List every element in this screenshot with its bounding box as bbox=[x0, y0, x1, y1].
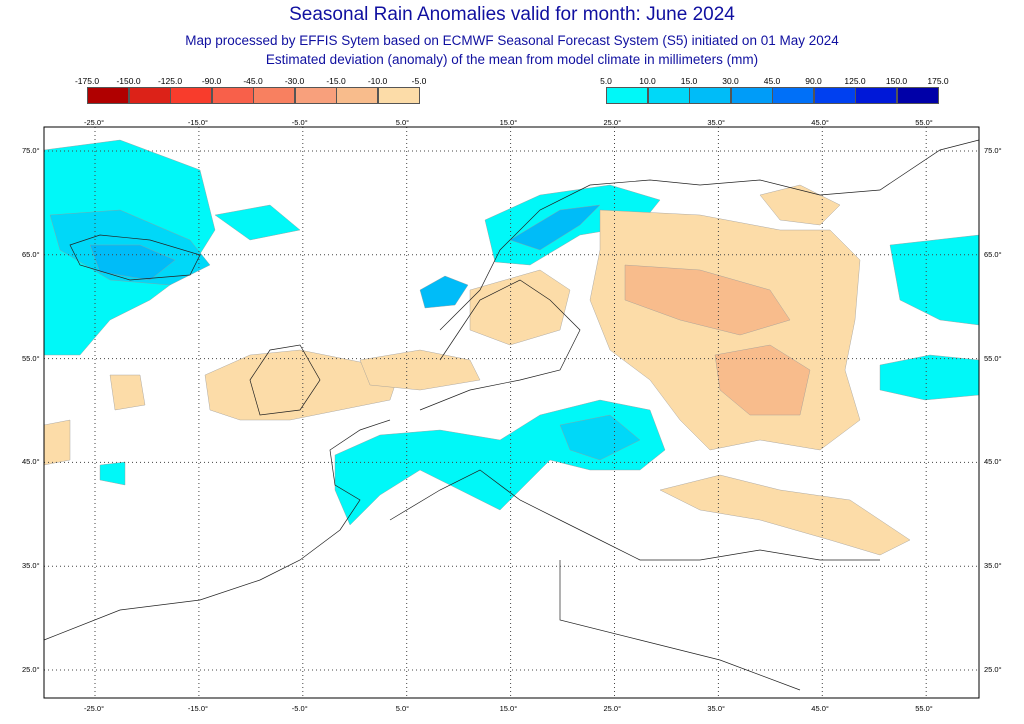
latitude-label: 75.0° bbox=[984, 146, 1002, 155]
map-frame bbox=[43, 126, 980, 699]
longitude-label: 55.0° bbox=[915, 704, 933, 713]
dry-atlantic-spot-area bbox=[109, 374, 146, 411]
dry-turkey-area bbox=[659, 474, 911, 556]
dry-british-isles-area bbox=[204, 349, 401, 421]
dry-north-sea-area bbox=[359, 349, 481, 391]
latitude-label: 55.0° bbox=[984, 353, 1002, 363]
legend-label: -125.0 bbox=[157, 76, 183, 86]
coast-north bbox=[439, 139, 980, 331]
legend-label: 5.0 bbox=[600, 76, 612, 86]
wet-anomaly-legend: 5.0 10.0 15.0 30.0 45.0 90.0 125.0 150.0 175.0 bbox=[600, 76, 949, 106]
dry-atlantic-west-area bbox=[43, 419, 71, 466]
coast-iceland bbox=[69, 234, 201, 281]
longitude-label: 15.0° bbox=[499, 704, 518, 713]
longitude-label: 25.0° bbox=[603, 118, 622, 127]
coast-north-africa-border bbox=[559, 560, 801, 691]
wet-atlantic-spot-area bbox=[99, 461, 126, 486]
latitude-label: 45.0° bbox=[984, 457, 1002, 467]
dry-russia-core-north-area bbox=[624, 264, 791, 336]
latitude-label: 25.0° bbox=[22, 665, 40, 674]
latitude-label: 75.0° bbox=[22, 146, 40, 155]
dry-anomaly-legend: -175.0 -150.0 -125.0 -90.0 -45.0 -30.0 -15.0 -1… bbox=[75, 76, 426, 106]
longitude-label: -5.0° bbox=[291, 118, 308, 127]
legend-label: 15.0 bbox=[680, 76, 698, 86]
legend-label: -30.0 bbox=[284, 76, 305, 86]
wet-carpathians-area bbox=[559, 414, 641, 461]
longitude-label: -25.0° bbox=[84, 704, 105, 713]
latitude-label: 55.0° bbox=[22, 353, 40, 363]
longitude-label: 35.0° bbox=[707, 118, 725, 127]
legend-swatch bbox=[896, 87, 939, 104]
legend-swatch bbox=[377, 87, 420, 104]
wet-norway-blob-area bbox=[419, 275, 469, 309]
legend-label: 125.0 bbox=[844, 76, 866, 86]
legend-label: -15.0 bbox=[326, 76, 346, 86]
latitude-label: 65.0° bbox=[984, 249, 1002, 259]
map-description: Estimated deviation (anomaly) of the mea… bbox=[265, 52, 759, 67]
dry-russia-core-south-area bbox=[714, 344, 811, 416]
wet-atlantic-small-area bbox=[214, 204, 301, 241]
latitude-label: 35.0° bbox=[984, 561, 1002, 571]
legend-label: -45.0 bbox=[243, 76, 263, 86]
dry-baltic-area bbox=[469, 269, 571, 346]
latitude-label: 25.0° bbox=[984, 665, 1002, 674]
wet-urals-south-area bbox=[879, 354, 980, 401]
longitude-label: 5.0° bbox=[395, 118, 410, 127]
longitude-label: -25.0° bbox=[84, 118, 105, 127]
wet-urals-north-area bbox=[889, 234, 980, 326]
longitude-label: 25.0° bbox=[603, 704, 622, 713]
legend-label: 175.0 bbox=[927, 76, 949, 86]
latitude-label: 45.0° bbox=[22, 457, 40, 467]
legend-label: -5.0 bbox=[411, 76, 427, 86]
legend-label: 150.0 bbox=[885, 76, 908, 86]
longitude-label: 55.0° bbox=[915, 118, 933, 127]
legend-label: -90.0 bbox=[201, 76, 222, 86]
longitude-label: 15.0° bbox=[499, 118, 518, 127]
longitude-label: 45.0° bbox=[811, 118, 829, 127]
longitude-label: -5.0° bbox=[291, 704, 308, 713]
dry-kola-area bbox=[759, 184, 841, 226]
wet-scandinavia-core-area bbox=[509, 204, 601, 251]
legend-label: 10.0 bbox=[639, 76, 656, 86]
longitude-label: 5.0° bbox=[395, 704, 410, 713]
legend-label: 45.0 bbox=[763, 76, 781, 86]
legend-label: 90.0 bbox=[805, 76, 822, 86]
legend-label: -175.0 bbox=[74, 76, 100, 86]
coast-west-europe bbox=[43, 419, 391, 641]
map-subtitle: Map processed by EFFIS Sytem based on EC… bbox=[185, 33, 839, 48]
longitude-label: 35.0° bbox=[707, 704, 725, 713]
legend-label: -150.0 bbox=[116, 76, 141, 86]
legend-label: 30.0 bbox=[722, 76, 739, 86]
legend-label: -10.0 bbox=[367, 76, 388, 86]
longitude-label: -15.0° bbox=[187, 118, 208, 127]
map-title: Seasonal Rain Anomalies valid for month:… bbox=[289, 4, 735, 25]
coast-baltic bbox=[419, 279, 581, 411]
latitude-label: 65.0° bbox=[22, 249, 40, 259]
longitude-label: -15.0° bbox=[187, 704, 208, 713]
wet-iceland-core-area bbox=[89, 244, 176, 281]
latitude-label: 35.0° bbox=[22, 561, 40, 571]
coast-mediterranean bbox=[389, 469, 880, 561]
coast-ireland-britain bbox=[249, 344, 321, 416]
longitude-label: 45.0° bbox=[811, 704, 829, 713]
